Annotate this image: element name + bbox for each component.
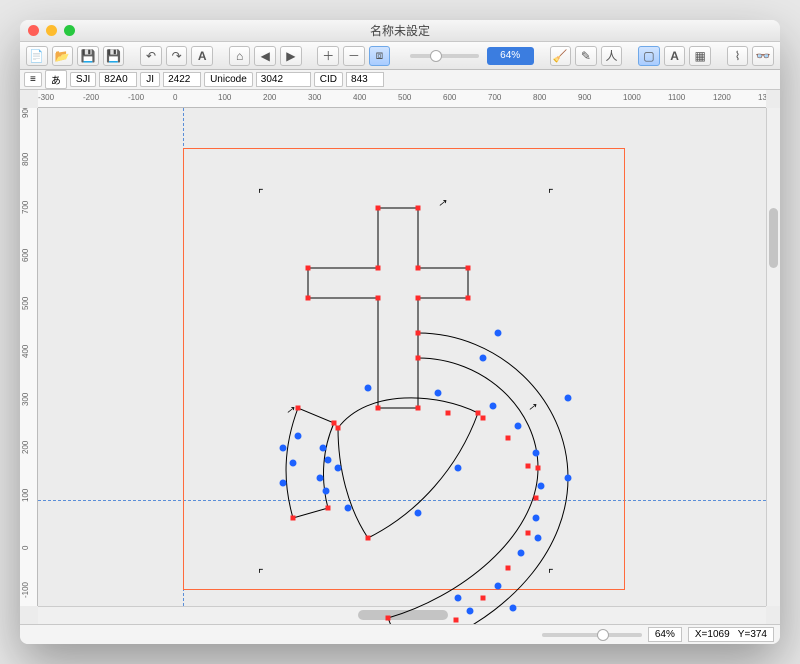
fit-button[interactable]: ⧈ xyxy=(369,46,391,66)
link-button[interactable]: ⌇ xyxy=(727,46,749,66)
svg-text:⌜: ⌜ xyxy=(548,187,554,201)
svg-text:↗: ↗ xyxy=(438,198,447,209)
paint-button[interactable]: 🧹 xyxy=(550,46,572,66)
box-a-button[interactable]: ▢ xyxy=(638,46,660,66)
new-doc-button[interactable]: 📄 xyxy=(26,46,48,66)
glasses-button[interactable]: 👓 xyxy=(752,46,774,66)
home-button[interactable]: ⌂ xyxy=(229,46,251,66)
vertical-ruler: 9008007006005004003002001000-100 xyxy=(20,108,38,606)
unicode-label: Unicode xyxy=(204,72,253,87)
save-button[interactable]: 💾 xyxy=(77,46,99,66)
status-zoom-slider[interactable] xyxy=(542,633,642,637)
open-doc-button[interactable]: 📂 xyxy=(52,46,74,66)
svg-text:⌜: ⌜ xyxy=(548,567,554,581)
redo-button[interactable]: ↷ xyxy=(166,46,188,66)
main-toolbar: 📄 📂 💾 💾 ↶ ↷ A ⌂ ◀ ▶ ＋ － ⧈ 64% 🧹 ✎ 人 ▢ A … xyxy=(20,42,780,70)
char-display[interactable]: あ xyxy=(45,70,67,89)
nav-next-button[interactable]: ▶ xyxy=(280,46,302,66)
sjis-label: SJI xyxy=(70,72,96,87)
glyph-canvas[interactable]: ⌜ ⌜ ⌜ ⌜ ↗ ↗ ↗ xyxy=(38,108,766,606)
status-coords: X=1069 Y=374 xyxy=(688,627,774,642)
app-window: 名称未設定 📄 📂 💾 💾 ↶ ↷ A ⌂ ◀ ▶ ＋ － ⧈ 64% 🧹 ✎ … xyxy=(20,20,780,644)
save-b-button[interactable]: 💾 xyxy=(103,46,125,66)
sjis-value[interactable]: 82A0 xyxy=(99,72,137,87)
svg-text:⌜: ⌜ xyxy=(258,567,264,581)
undo-button[interactable]: ↶ xyxy=(140,46,162,66)
svg-text:⌜: ⌜ xyxy=(258,187,264,201)
zoom-in-button[interactable]: ＋ xyxy=(317,46,339,66)
canvas-area: -300-200-1000100200300400500600700800900… xyxy=(20,90,780,624)
unicode-value[interactable]: 3042 xyxy=(256,72,311,87)
eyedrop-button[interactable]: ✎ xyxy=(575,46,597,66)
svg-text:↗: ↗ xyxy=(286,405,295,416)
jis-value[interactable]: 2422 xyxy=(163,72,201,87)
zoom-out-button[interactable]: － xyxy=(343,46,365,66)
jis-label: JI xyxy=(140,72,160,87)
nav-prev-button[interactable]: ◀ xyxy=(254,46,276,66)
menu-icon[interactable]: ≡ xyxy=(24,72,42,87)
status-bar: 64% X=1069 Y=374 xyxy=(20,624,780,644)
cid-value[interactable]: 843 xyxy=(346,72,384,87)
glyph-outline[interactable]: ⌜ ⌜ ⌜ ⌜ ↗ ↗ ↗ xyxy=(38,108,766,606)
zoom-select[interactable]: 64% xyxy=(487,47,534,65)
horizontal-scrollbar[interactable] xyxy=(38,606,766,624)
letter-a-button[interactable]: A xyxy=(664,46,686,66)
horizontal-ruler: -300-200-1000100200300400500600700800900… xyxy=(38,90,766,108)
status-zoom: 64% xyxy=(648,627,682,642)
window-title: 名称未設定 xyxy=(20,22,780,39)
glyph-info-bar: ≡ あ SJI 82A0 JI 2422 Unicode 3042 CID 84… xyxy=(20,70,780,90)
text-tool-button[interactable]: A xyxy=(191,46,213,66)
zoom-slider[interactable] xyxy=(410,54,479,58)
cid-label: CID xyxy=(314,72,343,87)
grid-button[interactable]: ▦ xyxy=(689,46,711,66)
compass-button[interactable]: 人 xyxy=(601,46,623,66)
titlebar[interactable]: 名称未設定 xyxy=(20,20,780,42)
svg-text:↗: ↗ xyxy=(528,402,537,413)
vertical-scrollbar[interactable] xyxy=(766,108,780,606)
